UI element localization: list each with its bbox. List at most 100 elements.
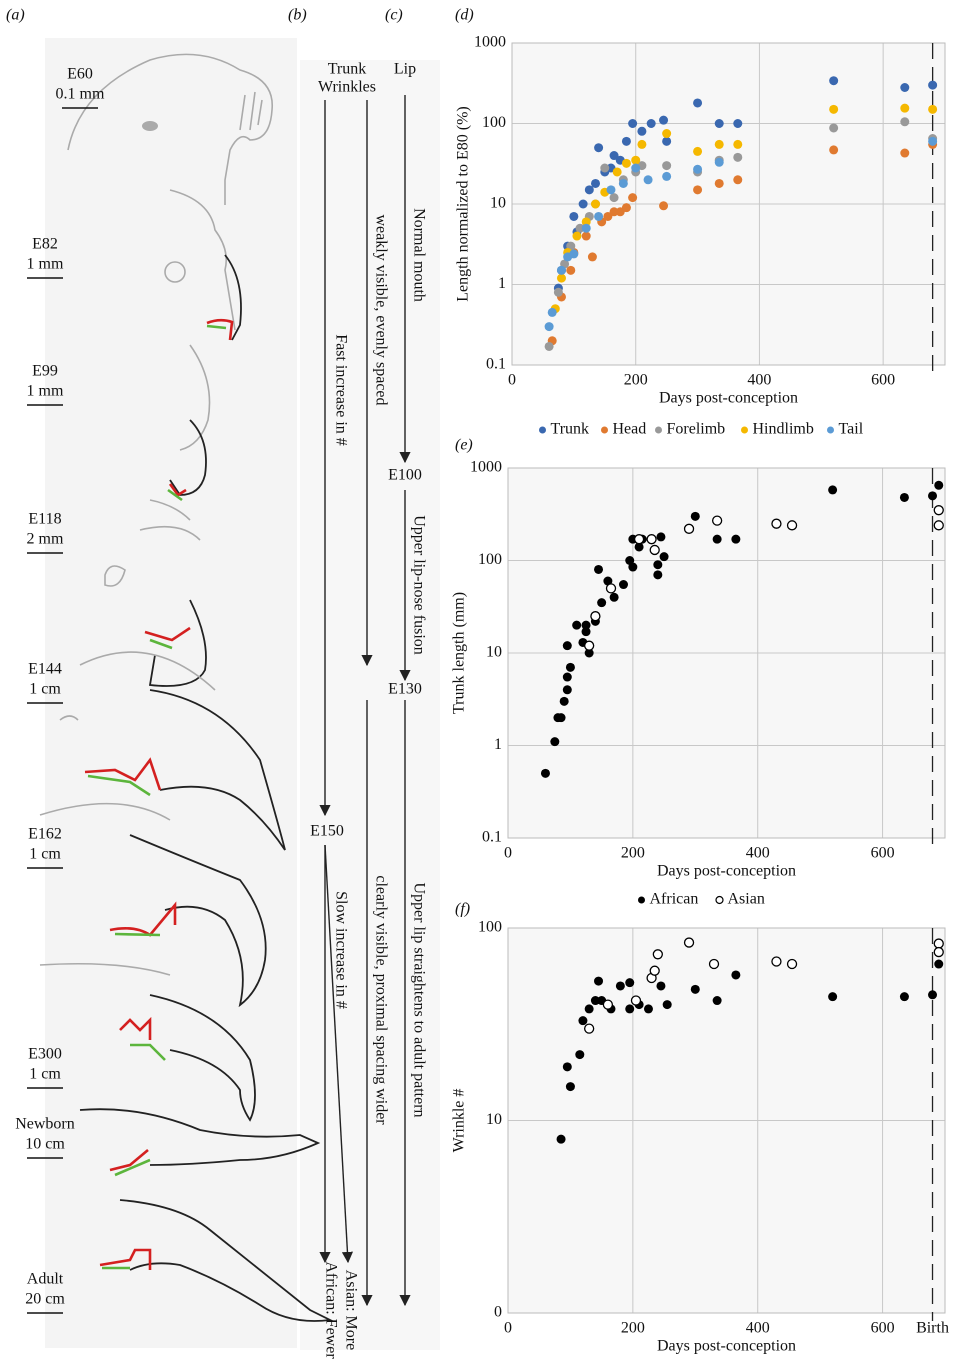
data-point [562, 685, 572, 695]
data-point [609, 207, 619, 217]
data-point [643, 1004, 653, 1014]
data-point [662, 1000, 672, 1010]
vertical-label: weakly visible, evenly spaced [372, 214, 389, 405]
data-point [928, 136, 938, 146]
y-tick-label: 1 [498, 275, 506, 292]
data-point [733, 152, 743, 162]
column-header: Wrinkles [318, 79, 376, 96]
legend-marker [741, 426, 748, 434]
data-point [628, 562, 638, 572]
data-point [628, 119, 638, 128]
data-point [646, 119, 656, 128]
data-point [625, 1004, 635, 1014]
data-point [594, 976, 604, 986]
data-point [900, 83, 910, 93]
data-point [633, 534, 645, 545]
data-point [587, 252, 597, 262]
legend-marker [539, 426, 546, 434]
data-point [578, 199, 588, 209]
x-tick-label: 200 [621, 1320, 645, 1337]
y-tick-label: 100 [478, 919, 502, 936]
panel-letter: (b) [288, 7, 307, 24]
y-tick-label: 10 [486, 1111, 502, 1128]
data-point [659, 552, 669, 562]
panel-letter: (f) [455, 901, 470, 918]
data-point [653, 570, 663, 580]
data-point [590, 611, 601, 622]
data-point [609, 592, 619, 602]
data-point [605, 583, 617, 594]
y-tick-label: 0.1 [482, 829, 502, 846]
data-point [693, 146, 703, 156]
data-point [714, 157, 724, 167]
data-point [625, 978, 635, 988]
data-point [933, 520, 944, 531]
data-point [900, 103, 910, 113]
data-point [662, 171, 672, 181]
data-point [634, 542, 644, 552]
data-point [829, 145, 839, 155]
vertical-label: clearly visible, proximal spacing wider [372, 875, 389, 1125]
x-axis-label: Days post-conception [657, 863, 796, 880]
stage-marker: E130 [388, 681, 422, 698]
data-point [562, 1062, 572, 1072]
data-point [584, 648, 594, 658]
vertical-label: African: Fewer [322, 1261, 339, 1359]
data-point [618, 580, 628, 590]
data-point [566, 265, 576, 275]
x-axis-label: Days post-conception [657, 1338, 796, 1355]
scale-label: 10 cm [25, 1136, 65, 1153]
data-point [899, 992, 909, 1002]
data-point [590, 996, 600, 1006]
y-tick-label: 100 [478, 551, 502, 568]
data-point [731, 534, 741, 544]
panel-a-background [45, 38, 297, 1348]
x-tick-label: 400 [746, 1320, 770, 1337]
data-point [733, 139, 743, 149]
y-axis-label: Trunk length (mm) [451, 592, 468, 714]
data-point [690, 984, 700, 994]
vertical-label: Upper lip straightens to adult pattern [410, 882, 427, 1117]
legend-label: Forelimb [667, 421, 726, 438]
legend-label: Asian [728, 891, 765, 908]
data-point [584, 640, 595, 651]
data-point [934, 959, 944, 969]
data-point [683, 937, 695, 948]
data-point [569, 249, 579, 259]
data-point [828, 485, 838, 495]
column-header: Trunk [328, 61, 367, 78]
data-point [547, 307, 557, 317]
data-point [771, 956, 782, 967]
data-point [786, 958, 798, 970]
stage-label: E300 [28, 1046, 62, 1063]
panel-letter: (d) [455, 7, 474, 24]
data-point [612, 167, 622, 177]
x-tick-label: 0 [504, 1320, 512, 1337]
data-point [565, 662, 575, 672]
data-point [609, 151, 619, 161]
x-tick-label: 200 [624, 372, 648, 389]
data-point [900, 148, 910, 158]
legend-label: Hindlimb [753, 421, 814, 438]
data-point [829, 123, 839, 133]
data-point [603, 211, 613, 221]
legend-label: Head [613, 421, 647, 438]
data-point [544, 341, 554, 351]
data-point [584, 185, 594, 195]
data-point [637, 139, 647, 149]
x-tick-label: Birth [916, 1320, 949, 1337]
legend-label: African [650, 891, 699, 908]
data-point [928, 80, 938, 90]
data-point [828, 992, 838, 1002]
panel-letter: (a) [6, 7, 25, 24]
data-point [786, 520, 798, 531]
data-point [591, 199, 601, 209]
data-point [711, 515, 723, 526]
vertical-label: Upper lip-nose fusion [410, 515, 427, 655]
data-point [714, 139, 724, 149]
data-point [591, 178, 601, 188]
x-tick-label: 0 [508, 372, 516, 389]
data-point [572, 231, 582, 241]
x-tick-label: 400 [746, 845, 770, 862]
